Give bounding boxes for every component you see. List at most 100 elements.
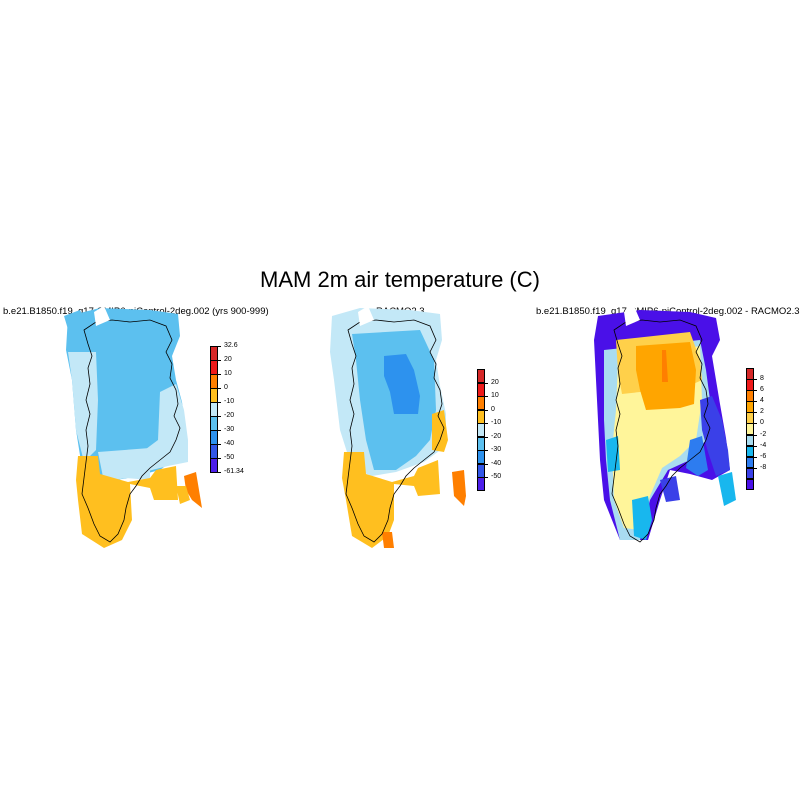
colorbar-tick [485, 477, 488, 479]
colorbar-swatch [477, 423, 485, 438]
colorbar-swatch [210, 458, 218, 473]
colorbar-tick [754, 379, 757, 381]
interior-pale-south [98, 448, 150, 482]
warm-east-patch-pale [176, 486, 190, 504]
summit-dark [384, 354, 420, 414]
colorbar-label: 2 [760, 408, 764, 416]
colorbar-tick [485, 450, 488, 452]
colorbar-swatch [746, 434, 754, 447]
colorbar-tick [218, 444, 221, 445]
colorbar-tick [485, 436, 488, 438]
colorbar-label: 32.6 [224, 342, 238, 349]
north-notch [624, 306, 640, 326]
colorbar-tick [754, 412, 757, 414]
coastline [81, 319, 181, 543]
colorbar-swatch [746, 368, 754, 380]
southeast-blue [660, 476, 680, 502]
coastline [345, 319, 445, 543]
colorbar-tick [218, 472, 221, 473]
colorbar-tick [485, 423, 488, 425]
east-patch-blue [718, 472, 736, 506]
colorbar-label: -40 [224, 440, 235, 447]
colorbar-label: 6 [760, 386, 764, 394]
colorbar-swatch [746, 478, 754, 491]
colorbar-swatch [477, 477, 485, 492]
colorbar-swatch [746, 401, 754, 413]
colorbar-tick [754, 467, 757, 469]
map-panel-difference [594, 306, 736, 543]
colorbar-tick [754, 423, 757, 425]
colorbar-label: -20 [491, 432, 502, 440]
colorbar-tick [218, 458, 221, 459]
colorbar-swatch [210, 374, 218, 389]
colorbar-tick [485, 396, 488, 398]
colorbar-tick [754, 434, 757, 436]
colorbar-label: -8 [760, 463, 767, 471]
colorbar-label: -6 [760, 452, 767, 460]
colorbar-swatch [477, 409, 485, 424]
colorbar-label: -61.34 [224, 468, 244, 475]
colorbar-tick [218, 374, 221, 375]
colorbar-label: -10 [491, 419, 502, 427]
colorbar-tick [218, 416, 221, 417]
colorbar-swatch [477, 369, 485, 384]
colorbar-model: 32.6 20 10 0 -10 -20 -30 -40 -50 -61.34 [210, 342, 270, 486]
colorbar-label: 20 [491, 378, 499, 386]
warm-east-patch [452, 470, 466, 506]
colorbar-label: -50 [491, 473, 502, 481]
colorbar-label: 0 [760, 419, 764, 427]
map-panel-model [64, 306, 202, 548]
colorbar-label: 10 [224, 370, 232, 377]
colorbar-label: -50 [224, 454, 235, 461]
colorbar-swatch [746, 467, 754, 480]
warm-south-tip [342, 452, 440, 548]
map-panel-racmo [330, 306, 466, 548]
colorbar-label: 20 [224, 356, 232, 363]
colorbar-swatch [477, 396, 485, 411]
ridge-red-line [662, 350, 668, 382]
north-notch [94, 306, 110, 326]
south-cyan [632, 496, 652, 540]
warm-east-patch [184, 472, 202, 508]
colorbar-tick [218, 402, 221, 403]
east-dark-band [700, 396, 730, 476]
colorbar-label: 4 [760, 397, 764, 405]
colorbar-swatch [477, 463, 485, 478]
colorbar-difference: 8 6 4 2 0 -2 -4 -6 -8 [746, 368, 796, 491]
colorbar-tick [485, 409, 488, 411]
colorbar-swatch [746, 379, 754, 391]
colorbar-swatch [210, 402, 218, 417]
colorbar-swatch [746, 423, 754, 436]
colorbar-label: 8 [760, 375, 764, 383]
east-dark-band-2 [686, 436, 708, 476]
warm-south-tip [76, 456, 178, 548]
colorbar-label: 0 [491, 405, 495, 413]
colorbar-swatch [477, 450, 485, 465]
colorbar-label: -30 [224, 426, 235, 433]
colorbar-tick [754, 456, 757, 458]
coastline [611, 319, 711, 543]
coast-pale-west [68, 352, 98, 462]
colorbar-label: -30 [491, 446, 502, 454]
colorbar-label: -20 [224, 412, 235, 419]
colorbar-label: -40 [491, 459, 502, 467]
colorbar-swatch [477, 382, 485, 397]
colorbar-tick [754, 445, 757, 447]
colorbar-label: 10 [491, 392, 499, 400]
colorbar-tick [218, 388, 221, 389]
colorbar-tick [218, 360, 221, 361]
north-notch [358, 306, 374, 326]
warm-south-patch [382, 532, 394, 548]
frame-northwest [64, 310, 88, 336]
figure-title: MAM 2m air temperature (C) [260, 267, 540, 292]
colorbar-swatch [746, 412, 754, 424]
colorbar-swatch [746, 456, 754, 469]
colorbar-tick [218, 430, 221, 431]
colorbar-swatch [210, 388, 218, 403]
colorbar-tick [754, 401, 757, 403]
colorbar-swatch [210, 346, 218, 361]
colorbar-label: -2 [760, 430, 767, 438]
colorbar-swatch [477, 436, 485, 451]
colorbar-racmo: 20 10 0 -10 -20 -30 -40 -50 [477, 369, 537, 492]
